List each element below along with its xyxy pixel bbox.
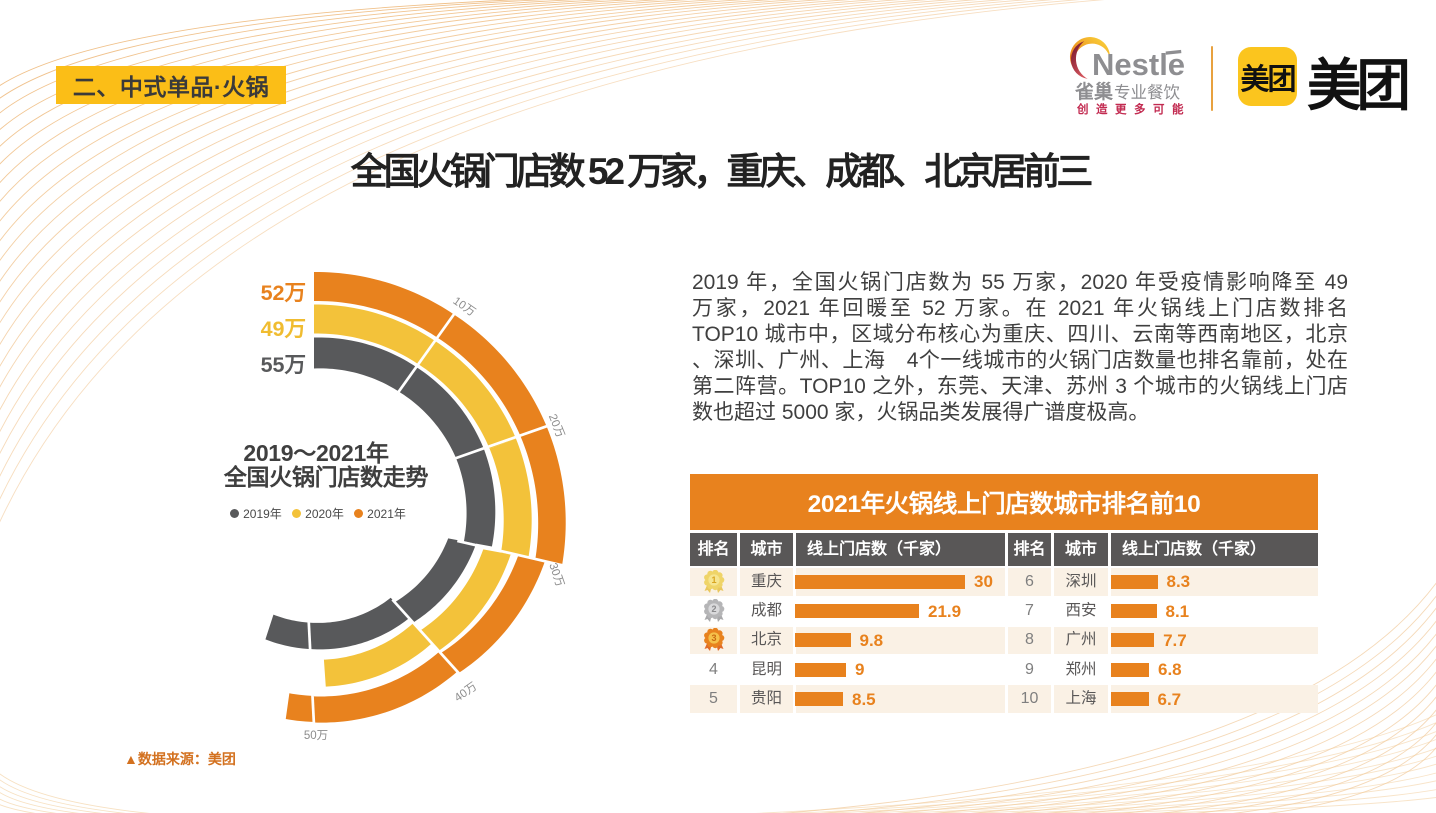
svg-text:2: 2 bbox=[711, 604, 716, 614]
svg-text:创造更多可能: 创造更多可能 bbox=[1076, 102, 1191, 116]
svg-text:40万: 40万 bbox=[453, 681, 480, 705]
svg-text:50万: 50万 bbox=[304, 730, 328, 742]
svg-text:雀巢专业餐饮: 雀巢专业餐饮 bbox=[1074, 80, 1181, 103]
svg-text:1: 1 bbox=[711, 575, 716, 585]
svg-text:3: 3 bbox=[711, 634, 716, 644]
